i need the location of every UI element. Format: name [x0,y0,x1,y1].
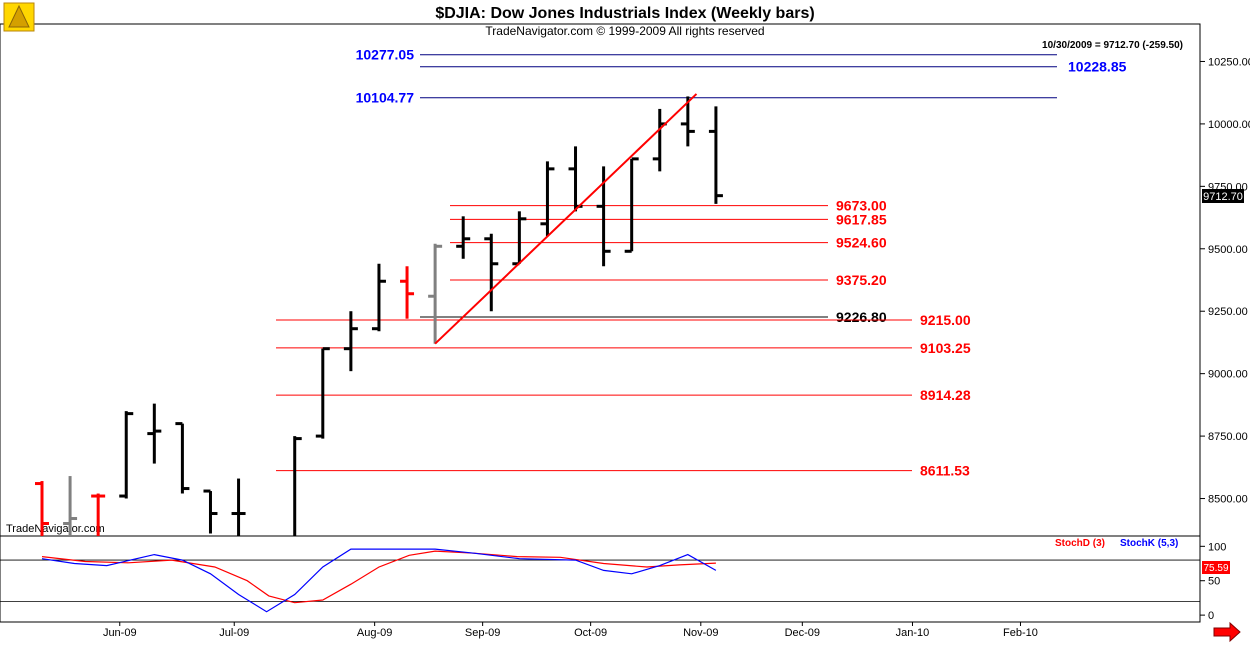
level-label: 9215.00 [920,312,971,328]
y-tick-label: 9000.00 [1208,369,1248,381]
stoch-badge: 75.59 [1203,563,1228,574]
last-price-badge: 9712.70 [1203,191,1243,203]
level-label: 9617.85 [836,211,887,227]
level-label: 8914.28 [920,387,971,403]
level-label: 8611.53 [920,463,970,479]
last-price-badge-bg [1202,189,1244,203]
chart-title: $DJIA: Dow Jones Industrials Index (Week… [435,5,814,22]
stoch-panel-border [0,535,1201,623]
last-bar-info: 10/30/2009 = 9712.70 (-259.50) [1042,40,1183,51]
level-label: 9524.60 [836,235,887,251]
stochd-legend: StochD (3) [1055,538,1105,549]
x-tick-label: Nov-09 [683,627,718,639]
y-tick-label: 8500.00 [1208,494,1248,506]
x-tick-label: Sep-09 [465,627,500,639]
level-label: 9673.00 [836,198,887,214]
x-tick-label: Jul-09 [219,627,249,639]
trend-line [434,93,698,345]
level-label: 10228.85 [1068,59,1127,75]
trade-navigator-logo-icon [3,2,35,32]
x-tick-label: Jan-10 [896,627,930,639]
x-tick-label: Aug-09 [357,627,392,639]
level-label: 10277.05 [356,47,415,63]
level-label: 10104.77 [356,90,415,106]
stoch-y-tick-label: 100 [1208,541,1226,553]
level-label: 9103.25 [920,340,971,356]
stoch-y-tick-label: 50 [1208,576,1220,588]
y-tick-label: 10250.00 [1208,56,1250,68]
y-tick-label: 9250.00 [1208,306,1248,318]
scroll-right-arrow-icon[interactable] [1213,621,1241,643]
x-tick-label: Feb-10 [1003,627,1038,639]
x-tick-label: Oct-09 [574,627,607,639]
y-tick-label: 10000.00 [1208,119,1250,131]
stochk-legend: StochK (5,3) [1120,538,1178,549]
y-tick-label: 9500.00 [1208,244,1248,256]
stoch-y-tick-label: 0 [1208,610,1214,622]
level-label: 9226.80 [836,309,887,325]
stoch-series-line [41,550,716,604]
x-tick-label: Jun-09 [103,627,137,639]
x-tick-label: Dec-09 [785,627,820,639]
level-label: 9375.20 [836,272,887,288]
stoch-badge-bg [1202,561,1230,574]
watermark: TradeNavigator.com [6,523,105,535]
y-tick-label: 8750.00 [1208,431,1248,443]
chart-copyright: TradeNavigator.com © 1999-2009 All right… [485,24,764,38]
stoch-series-line [41,548,717,613]
